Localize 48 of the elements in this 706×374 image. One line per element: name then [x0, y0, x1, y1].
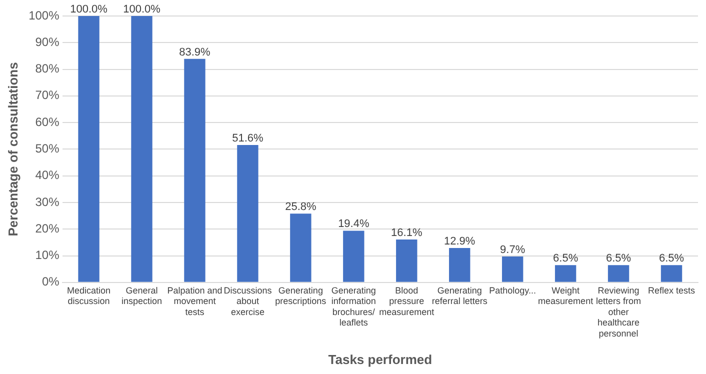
data-label: 100.0% [123, 4, 161, 16]
x-tick-label: Reflex tests [648, 285, 696, 296]
bar [554, 265, 576, 282]
x-tick-label: Pathology... [489, 285, 536, 296]
y-axis-title: Percentage of consultations [5, 62, 20, 236]
data-label: 6.5% [553, 252, 578, 265]
bar [608, 265, 630, 282]
bar [343, 230, 364, 282]
y-tick-label: 0% [42, 274, 60, 289]
y-tick-label: 60% [35, 114, 60, 129]
bar [660, 265, 682, 282]
data-label: 12.9% [444, 236, 476, 248]
data-label: 19.4% [338, 218, 370, 230]
x-tick-label: Palpation and movement tests [167, 285, 222, 317]
bar [290, 214, 312, 282]
bar [237, 144, 258, 282]
bar [78, 16, 100, 282]
data-label: 25.8% [285, 201, 316, 214]
y-tick-label: 10% [35, 248, 60, 262]
y-tick-label: 40% [35, 168, 60, 182]
x-tick-label: Generating referral letters [432, 285, 488, 306]
y-tick-label: 80% [35, 62, 60, 76]
y-tick-label: 90% [35, 34, 60, 49]
data-label: 6.5% [658, 252, 684, 265]
x-axis-title: Tasks performed [328, 352, 432, 367]
x-tick-label: Generating information brochures/ leaflets [331, 285, 376, 328]
x-tick-label: Discussions about exercise [224, 285, 272, 317]
data-label: 83.9% [179, 46, 211, 58]
bar [449, 248, 470, 282]
x-tick-label: Generating prescriptions [275, 285, 327, 306]
x-tick-label: General inspection [121, 285, 162, 306]
bar [396, 240, 418, 282]
x-tick-label: Weight measurement [538, 285, 594, 306]
y-tick-label: 100% [28, 8, 60, 22]
data-label: 51.6% [232, 132, 264, 144]
data-label: 6.5% [606, 252, 632, 265]
x-tick-label: Reviewing letters from other healthcare personnel [596, 285, 642, 338]
bar [502, 256, 524, 282]
bar [131, 16, 152, 282]
bar [184, 58, 206, 282]
y-tick-label: 70% [35, 88, 60, 102]
y-tick-label: 20% [35, 221, 60, 236]
y-tick-label: 30% [35, 194, 60, 209]
data-label: 9.7% [500, 244, 526, 256]
x-tick-label: Medication discussion [67, 285, 111, 306]
data-label: 100.0% [70, 4, 108, 16]
data-label: 16.1% [391, 227, 422, 240]
y-tick-label: 50% [35, 142, 60, 156]
